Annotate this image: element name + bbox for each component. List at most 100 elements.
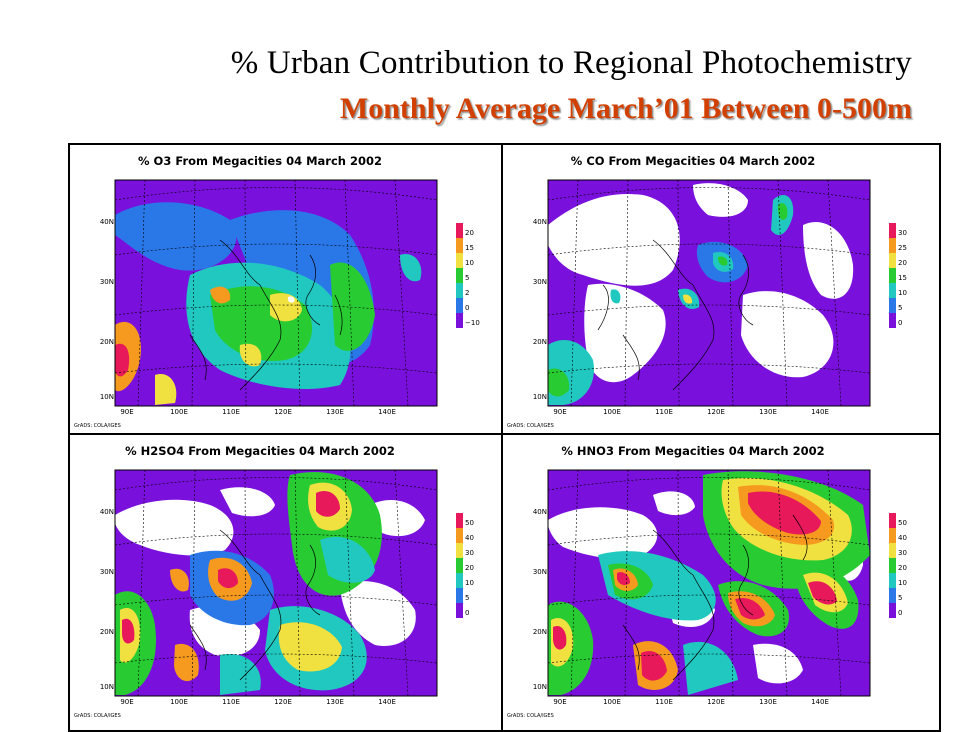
colorbar-label: 10 — [898, 289, 907, 297]
colorbar-swatch — [456, 603, 463, 618]
colorbar-label: 5 — [465, 594, 470, 602]
map-panel-grid: % O3 From Megacities 04 March 2002 40N 3… — [68, 143, 941, 732]
lon-label: 120E — [707, 698, 725, 706]
colorbar-swatch — [456, 298, 463, 313]
colorbar-label: 15 — [465, 244, 474, 252]
map-hno3 — [547, 469, 896, 697]
panel-o3: % O3 From Megacities 04 March 2002 40N 3… — [70, 145, 500, 432]
colorbar-swatch — [456, 238, 463, 253]
map-frame — [114, 179, 438, 407]
lon-label: 130E — [759, 408, 777, 416]
map-h2so4 — [114, 469, 463, 697]
colorbar-label: 50 — [898, 519, 907, 527]
colorbar-swatch — [889, 223, 896, 238]
colorbar-swatch — [456, 588, 463, 603]
lon-label: 110E — [222, 408, 240, 416]
colorbar-label: 20 — [465, 229, 474, 237]
panel-co: % CO From Megacities 04 March 2002 40N 3… — [503, 145, 933, 432]
lon-label: 90E — [120, 408, 134, 416]
grads-credit: GrADS: COLA/IGES — [74, 713, 121, 719]
lon-label: 140E — [378, 408, 396, 416]
lat-label: 20N — [532, 338, 547, 346]
lon-label: 100E — [603, 698, 621, 706]
lon-label: 130E — [326, 698, 344, 706]
lon-label: 90E — [553, 698, 567, 706]
colorbar-swatch — [456, 268, 463, 283]
lon-label: 90E — [553, 408, 567, 416]
colorbar-label: 10 — [465, 259, 474, 267]
colorbar-swatch — [889, 298, 896, 313]
map-o3 — [114, 179, 463, 407]
lat-label: 20N — [99, 628, 114, 636]
lat-label: 30N — [99, 278, 114, 286]
colorbar-swatch — [889, 573, 896, 588]
lon-label: 130E — [326, 408, 344, 416]
lat-label: 40N — [99, 508, 114, 516]
panel-h2so4: % H2SO4 From Megacities 04 March 2002 40… — [70, 435, 500, 722]
colorbar-swatch — [456, 313, 463, 328]
grads-credit: GrADS: COLA/IGES — [74, 423, 121, 429]
lat-label: 40N — [532, 508, 547, 516]
panel-hno3: % HNO3 From Megacities 04 March 2002 40N… — [503, 435, 933, 722]
colorbar-label: 5 — [898, 304, 903, 312]
colorbar-swatch — [889, 603, 896, 618]
grid-divider-horizontal — [70, 433, 939, 435]
lat-label: 30N — [99, 568, 114, 576]
lon-label: 110E — [655, 698, 673, 706]
grads-credit: GrADS: COLA/IGES — [507, 713, 554, 719]
colorbar-label: 0 — [465, 609, 470, 617]
lat-label: 40N — [99, 218, 114, 226]
colorbar-swatch — [456, 528, 463, 543]
panel-title: % HNO3 From Megacities 04 March 2002 — [561, 444, 825, 458]
colorbar-label: 0 — [898, 609, 903, 617]
colorbar-label: 30 — [898, 549, 907, 557]
lon-label: 140E — [378, 698, 396, 706]
lon-label: 100E — [170, 408, 188, 416]
colorbar-swatch — [456, 283, 463, 298]
colorbar-swatch — [889, 588, 896, 603]
colorbar-label: 0 — [465, 304, 470, 312]
lon-label: 110E — [222, 698, 240, 706]
colorbar-swatch — [889, 313, 896, 328]
map-frame — [114, 469, 438, 697]
colorbar-label: 0 — [898, 319, 903, 327]
lon-label: 90E — [120, 698, 134, 706]
lon-label: 140E — [811, 408, 829, 416]
lat-label: 10N — [532, 683, 547, 691]
lon-label: 140E — [811, 698, 829, 706]
colorbar-swatch — [889, 253, 896, 268]
colorbar — [889, 223, 896, 328]
colorbar-swatch — [456, 558, 463, 573]
map-frame — [547, 469, 871, 697]
slide-title: % Urban Contribution to Regional Photoch… — [230, 45, 912, 81]
colorbar-swatch — [889, 268, 896, 283]
colorbar-label: 40 — [465, 534, 474, 542]
colorbar-label: 20 — [898, 564, 907, 572]
slide-subtitle: Monthly Average March’01 Between 0-500m — [339, 92, 912, 125]
lat-label: 40N — [532, 218, 547, 226]
colorbar — [456, 223, 463, 328]
colorbar-swatch — [889, 283, 896, 298]
colorbar-swatch — [456, 543, 463, 558]
colorbar-swatch — [456, 573, 463, 588]
colorbar — [456, 513, 463, 618]
colorbar-label: 20 — [465, 564, 474, 572]
lon-label: 100E — [603, 408, 621, 416]
lat-label: 30N — [532, 278, 547, 286]
lon-label: 120E — [707, 408, 725, 416]
colorbar-swatch — [889, 238, 896, 253]
colorbar-swatch — [889, 528, 896, 543]
colorbar — [889, 513, 896, 618]
colorbar-swatch — [889, 513, 896, 528]
lat-label: 10N — [532, 393, 547, 401]
panel-title: % CO From Megacities 04 March 2002 — [570, 154, 816, 168]
lon-label: 100E — [170, 698, 188, 706]
colorbar-label: 25 — [898, 244, 907, 252]
colorbar-label: −10 — [465, 319, 480, 327]
lat-label: 10N — [99, 683, 114, 691]
colorbar-label: 5 — [465, 274, 470, 282]
colorbar-label: 5 — [898, 594, 903, 602]
grid-divider-vertical — [501, 145, 503, 730]
lon-label: 110E — [655, 408, 673, 416]
lat-label: 20N — [99, 338, 114, 346]
